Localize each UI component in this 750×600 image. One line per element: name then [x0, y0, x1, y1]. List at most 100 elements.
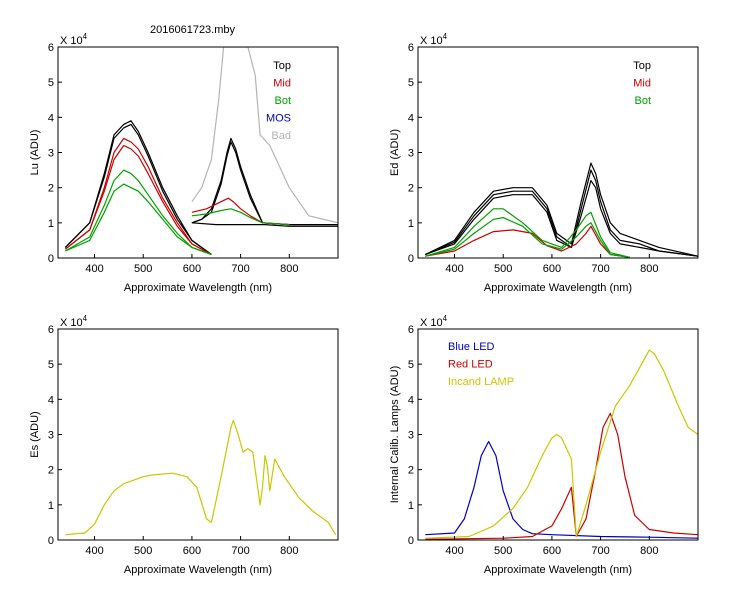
- y-tick-label: 5: [48, 77, 54, 89]
- series-line-bot-2: [425, 217, 630, 258]
- chart-title: 2016061723.mby: [150, 24, 236, 36]
- series-line-top-1: [64, 120, 212, 255]
- x-tick-label: 800: [640, 263, 658, 275]
- y-tick-label: 0: [408, 253, 414, 265]
- plot-frame: [57, 328, 339, 541]
- y-tick-label: 5: [48, 359, 54, 371]
- series-line-bad: [191, 47, 338, 224]
- y-axis-label: Lu (ADU): [29, 130, 41, 176]
- x-tick-label: 600: [543, 545, 561, 557]
- series-line-es: [65, 419, 337, 536]
- y-tick-label: 4: [48, 394, 54, 406]
- x-tick-label: 700: [591, 263, 609, 275]
- y-exponent-power: 4: [83, 314, 88, 323]
- series-line-mid-1: [64, 137, 212, 256]
- y-tick-label: 3: [408, 430, 414, 442]
- x-tick-label: 800: [640, 545, 658, 557]
- series-group: [64, 47, 338, 256]
- y-tick-label: 2: [48, 465, 54, 477]
- x-tick-label: 800: [280, 263, 298, 275]
- chart-lamps: 400 500 600 700 800 0 1 2 3 4 5 6 X 104 Approximate W…: [389, 314, 699, 576]
- y-tick-label: 1: [48, 218, 54, 230]
- chart-lu: 400 500 600 700 800 0 1 2 3 4 5 6 X 104 Approximate W…: [29, 24, 339, 294]
- series-group: [65, 419, 337, 536]
- chart-es: 400 500 600 700 800 0 1 2 3 4 5 6 X 104 Approximate W…: [29, 314, 339, 576]
- legend-label-mos: MOS: [266, 113, 291, 125]
- x-tick-label: 500: [134, 545, 152, 557]
- x-tick-label: 700: [231, 545, 249, 557]
- y-tick-label: 3: [408, 148, 414, 160]
- y-tick-label: 3: [48, 430, 54, 442]
- series-line-bot-1: [64, 169, 212, 256]
- y-tick-label: 6: [408, 324, 414, 336]
- x-tick-label: 600: [183, 263, 201, 275]
- series-line-top-1: [425, 162, 698, 257]
- series-line-mid-3: [191, 197, 290, 226]
- legend-label-blue-led: Blue LED: [448, 341, 495, 353]
- series-line-red-led: [425, 412, 698, 540]
- series-group: [425, 162, 698, 258]
- y-tick-label: 6: [48, 42, 54, 54]
- x-tick-label: 800: [280, 545, 298, 557]
- x-tick-label: 400: [445, 545, 463, 557]
- y-tick-label: 5: [408, 77, 414, 89]
- y-tick-label: 1: [408, 500, 414, 512]
- series-line-mid-2: [64, 144, 212, 256]
- y-exponent-power: 4: [443, 32, 448, 41]
- x-tick-label: 400: [445, 263, 463, 275]
- y-tick-label: 2: [408, 465, 414, 477]
- x-tick-label: 600: [183, 545, 201, 557]
- series-line-top-3: [425, 180, 698, 257]
- y-tick-label: 4: [408, 394, 414, 406]
- y-tick-label: 1: [48, 500, 54, 512]
- x-axis-label: Approximate Wavelength (nm): [124, 282, 272, 294]
- y-exponent-power: 4: [443, 314, 448, 323]
- x-tick-label: 500: [494, 263, 512, 275]
- legend-label-mid: Mid: [273, 78, 291, 90]
- y-tick-label: 0: [48, 253, 54, 265]
- y-exponent-label: X 104: [60, 314, 88, 329]
- y-tick-label: 6: [48, 324, 54, 336]
- x-tick-label: 600: [543, 263, 561, 275]
- y-tick-label: 2: [48, 183, 54, 195]
- y-exponent-label: X 104: [420, 32, 448, 47]
- y-exponent-label: X 104: [420, 314, 448, 329]
- legend-label-mid: Mid: [633, 78, 651, 90]
- legend-label-bot: Bot: [634, 95, 651, 107]
- x-tick-label: 500: [134, 263, 152, 275]
- series-line-blue-led: [425, 440, 698, 539]
- x-axis-label: Approximate Wavelength (nm): [124, 564, 272, 576]
- series-line-mid-1: [425, 225, 630, 258]
- x-tick-label: 500: [494, 545, 512, 557]
- chart-ed: 400 500 600 700 800 0 1 2 3 4 5 6 X 104 Approximate W…: [389, 32, 699, 294]
- y-tick-label: 4: [408, 112, 414, 124]
- legend-label-bot: Bot: [274, 95, 291, 107]
- legend-label-top: Top: [633, 60, 651, 72]
- plot-frame: [417, 46, 699, 259]
- series-line-top-2: [64, 123, 212, 255]
- legend-label-bad: Bad: [271, 130, 291, 142]
- legend-label-top: Top: [273, 60, 291, 72]
- x-tick-label: 400: [85, 545, 103, 557]
- y-axis-label: Internal Calib. Lamps (ADU): [389, 366, 401, 504]
- y-tick-label: 4: [48, 112, 54, 124]
- y-tick-label: 1: [408, 218, 414, 230]
- y-tick-label: 2: [408, 183, 414, 195]
- x-tick-label: 700: [591, 545, 609, 557]
- series-line-top-5: [191, 222, 338, 227]
- y-tick-label: 0: [48, 535, 54, 547]
- x-tick-label: 400: [85, 263, 103, 275]
- legend-label-red-led: Red LED: [448, 359, 493, 371]
- x-axis-label: Approximate Wavelength (nm): [484, 282, 632, 294]
- y-exponent-label: X 104: [60, 32, 88, 47]
- y-exponent-power: 4: [83, 32, 88, 41]
- y-axis-label: Es (ADU): [29, 411, 41, 457]
- legend-label-incand-lamp: Incand LAMP: [448, 376, 514, 388]
- x-tick-label: 700: [231, 263, 249, 275]
- series-line-bot-3: [191, 208, 290, 226]
- series-line-top-2: [425, 169, 698, 257]
- y-tick-label: 6: [408, 42, 414, 54]
- y-tick-label: 5: [408, 359, 414, 371]
